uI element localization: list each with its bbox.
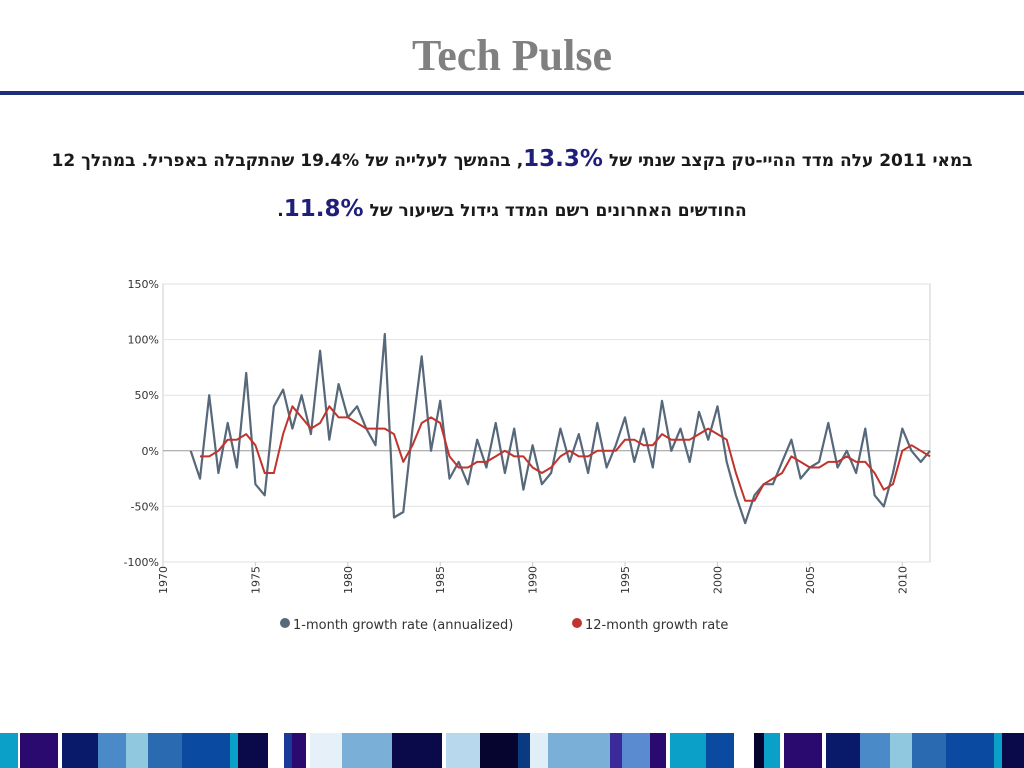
y-tick-label: -100% — [124, 556, 159, 569]
y-tick-label: 50% — [135, 389, 159, 402]
x-tick-label: 2005 — [804, 566, 817, 594]
plot-frame — [162, 283, 931, 563]
legend-marker — [280, 618, 290, 628]
paragraph-text: . — [277, 201, 284, 221]
x-tick-label: 1970 — [157, 566, 170, 594]
y-tick-label: 150% — [128, 278, 159, 291]
y-tick-label: -50% — [131, 500, 159, 513]
paragraph: במאי 2011 עלה מדד ההיי-טק בקצב שנתי של 1… — [30, 135, 994, 235]
x-tick-label: 2010 — [896, 566, 909, 594]
series-line — [189, 332, 931, 525]
slide-title: Tech Pulse — [411, 31, 613, 80]
highlight: 13.3% — [523, 146, 603, 172]
series-line — [200, 405, 931, 502]
rule — [0, 91, 1024, 95]
footer-stripes — [0, 733, 1024, 768]
x-tick-label: 1990 — [527, 566, 540, 594]
legend-marker — [572, 618, 582, 628]
legend-label: 12-month growth rate — [585, 618, 728, 633]
legend-label: 1-month growth rate (annualized) — [293, 618, 513, 633]
x-tick-label: 1985 — [434, 566, 447, 594]
paragraph-text: , בהמשך לעלייה של 19.4% שהתקבלה באפריל. … — [51, 151, 747, 221]
paragraph-text: במאי 2011 עלה מדד ההיי-טק בקצב שנתי של — [602, 151, 973, 171]
y-tick-label: 100% — [128, 334, 159, 347]
y-tick-label: 0% — [142, 445, 159, 458]
x-tick-label: 2000 — [711, 566, 724, 594]
x-tick-label: 1980 — [342, 566, 355, 594]
highlight: 11.8% — [283, 196, 364, 222]
x-tick-label: 1975 — [249, 566, 262, 594]
x-tick-label: 1995 — [619, 566, 632, 594]
